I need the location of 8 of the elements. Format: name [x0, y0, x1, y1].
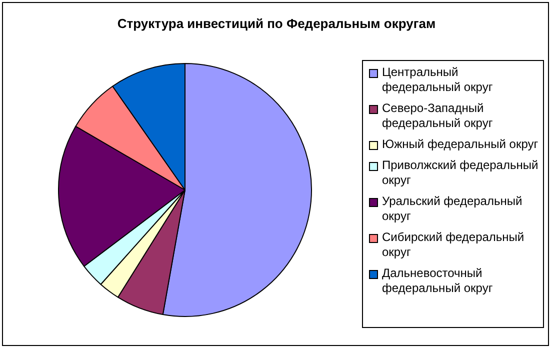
legend-label: Южный федеральный округ [382, 137, 538, 152]
legend-label: Сибирский федеральный округ [382, 230, 526, 260]
legend-label: Дальневосточный федеральный округ [382, 266, 494, 296]
legend-label: Северо-Западный федеральный округ [382, 101, 494, 131]
chart-title: Структура инвестиций по Федеральным округам [116, 16, 437, 31]
legend-label: Приволжский федеральный округ [382, 158, 539, 188]
legend-label: Центральный федеральный округ [382, 65, 494, 95]
legend-label: Уральский федеральный округ [382, 194, 524, 224]
